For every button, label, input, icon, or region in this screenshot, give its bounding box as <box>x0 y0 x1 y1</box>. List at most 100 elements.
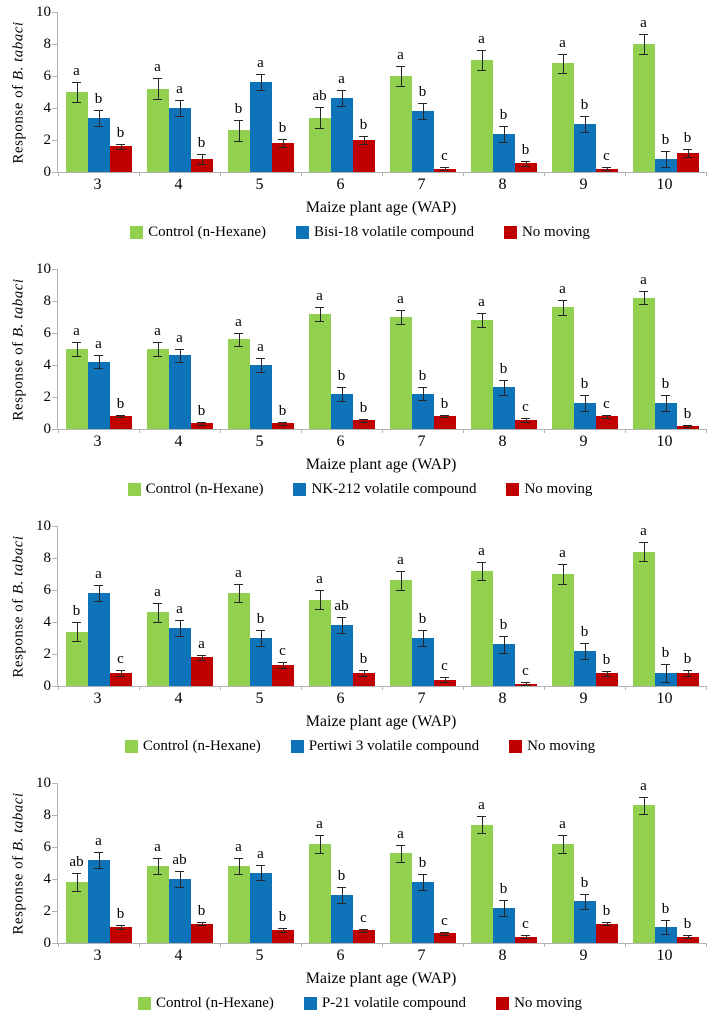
significance-letter: b <box>359 651 368 667</box>
x-tick-label: 7 <box>417 176 426 193</box>
bar-no-moving <box>190 423 213 429</box>
x-tick-label: 10 <box>656 433 673 450</box>
error-bar-cap <box>153 356 162 358</box>
error-bar <box>562 564 564 584</box>
bar-control-n-hexane <box>227 866 250 943</box>
error-bar-cap <box>359 418 368 420</box>
x-tick-mark <box>58 429 59 433</box>
error-bar <box>503 125 505 142</box>
error-bar <box>201 654 203 660</box>
error-bar-cap <box>116 144 125 145</box>
error-bar-cap <box>396 570 405 572</box>
significance-letter: b <box>234 101 243 117</box>
bar-no-moving <box>595 673 618 686</box>
significance-letter: b <box>661 132 670 149</box>
error-bar-cap <box>234 140 243 142</box>
x-tick-mark <box>382 172 383 176</box>
error-bar-cap <box>683 148 692 150</box>
error-bar <box>481 313 483 328</box>
error-bar-cap <box>116 148 125 150</box>
legend-item: No moving <box>503 224 590 241</box>
error-bar <box>157 78 159 100</box>
bar-bisi-18-volatile-compound <box>330 98 353 172</box>
y-tick-label: 2 <box>43 646 52 662</box>
significance-letter: a <box>397 47 404 64</box>
legend-swatch <box>496 997 510 1010</box>
significance-letter: b <box>337 367 346 384</box>
y-tick-mark <box>52 12 57 13</box>
y-tick-mark <box>52 108 57 109</box>
error-bar-cap <box>683 935 692 937</box>
bar-no-moving <box>514 936 537 943</box>
significance-letter: b <box>278 120 287 137</box>
bar-control-n-hexane <box>146 349 169 429</box>
significance-letter: b <box>440 395 449 412</box>
error-bar-cap <box>278 662 287 663</box>
significance-letter: a <box>640 15 647 32</box>
significance-letter: c <box>603 148 610 165</box>
error-bar-cap <box>602 925 611 927</box>
error-bar-cap <box>558 53 567 55</box>
error-bar <box>341 887 343 903</box>
x-tick-mark <box>463 172 464 176</box>
plot-area: 0 2 4 6 8 10 b a c a a a a b c a ab b a b c a b c a b b a b b <box>36 518 707 694</box>
error-bar <box>687 935 689 938</box>
error-bar-cap <box>396 309 405 311</box>
bar-control-n-hexane <box>551 843 574 943</box>
bar-nk-212-volatile-compound <box>249 365 272 429</box>
error-bar-cap <box>440 417 449 419</box>
y-tick-label: 8 <box>43 293 52 309</box>
significance-letter: a <box>95 566 102 583</box>
error-bar-cap <box>337 887 346 888</box>
error-bar-cap <box>440 167 449 169</box>
error-bar-cap <box>602 417 611 419</box>
bar-bisi-18-volatile-compound <box>249 82 272 172</box>
error-bar-cap <box>558 564 567 566</box>
significance-letter: b <box>661 376 670 393</box>
error-bar-cap <box>234 584 243 586</box>
error-bar-cap <box>477 579 486 581</box>
significance-letter: b <box>197 135 206 152</box>
error-bar-cap <box>499 915 508 917</box>
x-axis-ticks: 3 4 5 6 7 8 9 10 <box>57 433 705 451</box>
significance-letter: a <box>154 839 161 856</box>
error-bar-cap <box>639 814 648 816</box>
error-bar-cap <box>234 602 243 603</box>
legend-swatch <box>506 483 520 496</box>
y-tick-mark <box>52 301 57 302</box>
error-bar-cap <box>337 386 346 388</box>
x-tick-label: 10 <box>656 176 673 193</box>
y-tick-mark <box>52 558 57 559</box>
significance-letter: a <box>316 571 323 587</box>
bar-no-moving <box>433 933 456 943</box>
bar-bisi-18-volatile-compound <box>492 133 515 172</box>
error-bar-cap <box>558 314 567 316</box>
significance-letter: a <box>316 816 323 832</box>
error-bar-cap <box>683 937 692 939</box>
error-bar <box>341 90 343 107</box>
bar-bisi-18-volatile-compound <box>87 117 110 172</box>
error-bar <box>363 136 365 144</box>
bar-no-moving <box>676 152 699 172</box>
error-bar-cap <box>521 935 530 936</box>
significance-letter: a <box>257 846 264 863</box>
x-tick-label: 4 <box>174 176 183 193</box>
y-tick-mark <box>52 783 57 784</box>
error-bar-cap <box>94 851 103 853</box>
error-bar <box>76 622 78 642</box>
y-tick-mark <box>52 76 57 77</box>
error-bar <box>179 620 181 637</box>
error-bar <box>444 414 446 418</box>
error-bar-cap <box>72 622 81 623</box>
bar-control-n-hexane <box>389 853 412 943</box>
error-bar-cap <box>558 852 567 854</box>
legend-item: No moving <box>496 995 582 1012</box>
y-tick-label: 0 <box>43 164 52 180</box>
significance-letter: a <box>198 635 205 652</box>
error-bar <box>562 53 564 73</box>
legend-item: NK-212 volatile compound <box>293 481 476 498</box>
error-bar-cap <box>661 167 670 169</box>
error-bar-cap <box>153 78 162 80</box>
error-bar-cap <box>683 676 692 678</box>
error-bar-cap <box>94 867 103 869</box>
